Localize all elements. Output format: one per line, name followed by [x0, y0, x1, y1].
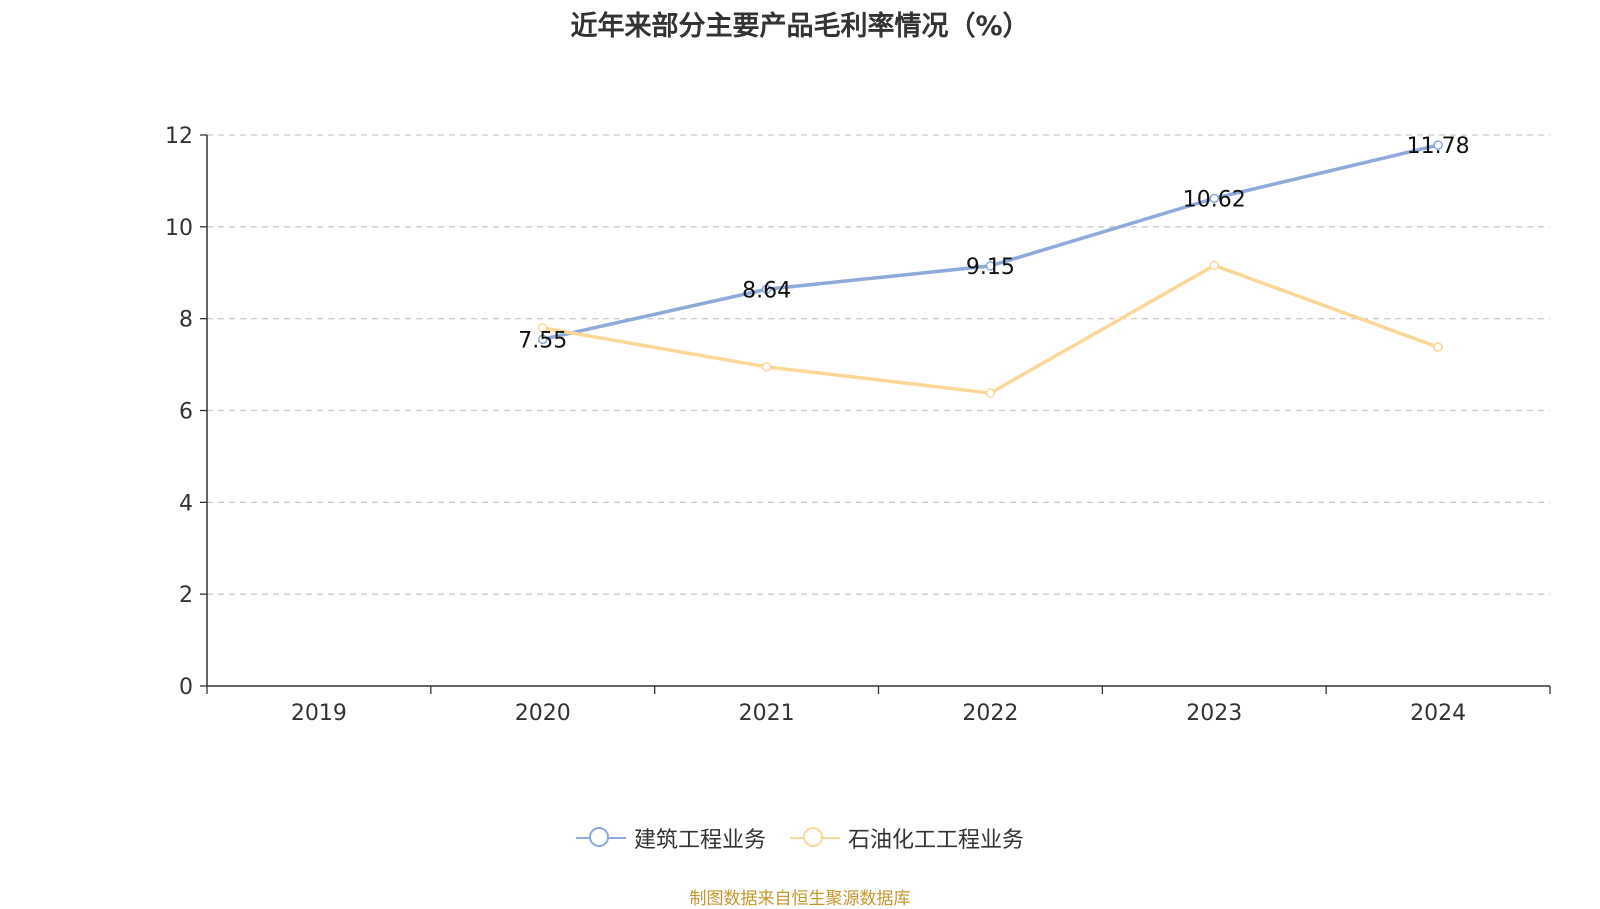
- axes: 0 2 4 6 8 10 12 2019 2020 2021 2022 2023 2024: [165, 124, 1551, 726]
- x-tick-label: 2019: [291, 701, 347, 726]
- data-point: [985, 261, 996, 271]
- data-point: [538, 334, 548, 345]
- grid-lines: [207, 134, 1550, 595]
- data-point: [761, 284, 772, 295]
- y-tick-label: 6: [179, 400, 193, 425]
- x-tick-label: 2020: [515, 701, 571, 726]
- data-labels: 7.55 8.64 9.15 10.62 11.78: [518, 134, 1469, 353]
- x-tick-label: 2022: [962, 701, 1018, 726]
- legend-label-construction: 建筑工程业务: [633, 828, 766, 853]
- y-tick-label: 8: [179, 308, 193, 333]
- legend: 建筑工程业务 石油化工工程业务: [0, 822, 1600, 854]
- y-tick-label: 4: [179, 491, 193, 516]
- data-point: [1433, 342, 1443, 352]
- series-line-1: [542, 263, 1439, 395]
- legend-item-construction[interactable]: 建筑工程业务: [575, 822, 766, 854]
- data-label: 9.15: [966, 255, 1015, 280]
- data-label: 11.78: [1407, 134, 1470, 159]
- x-tick-label: 2021: [739, 701, 795, 726]
- x-tick-label: 2024: [1410, 701, 1466, 726]
- chart-title: 近年来部分主要产品毛利率情况（%）: [570, 11, 1030, 42]
- series-lines: [538, 140, 1443, 398]
- data-point: [761, 362, 772, 372]
- data-point: [1209, 260, 1219, 271]
- data-label: 8.64: [742, 278, 791, 303]
- legend-swatch-construction-icon: [575, 827, 626, 849]
- y-tick-label: 10: [165, 216, 193, 241]
- data-point: [1433, 140, 1443, 150]
- y-tick-label: 2: [179, 583, 193, 608]
- legend-label-petrochemical: 石油化工工程业务: [848, 828, 1025, 853]
- y-tick-label: 0: [179, 675, 193, 700]
- data-point: [538, 323, 548, 333]
- data-point: [985, 388, 996, 398]
- data-point: [1209, 193, 1219, 204]
- legend-item-petrochemical[interactable]: 石油化工工程业务: [790, 822, 1024, 854]
- y-tick-label: 12: [165, 124, 193, 149]
- series-line-0: [542, 143, 1439, 342]
- data-label: 7.55: [518, 328, 567, 353]
- legend-swatch-petrochemical-icon: [790, 827, 840, 849]
- data-label: 10.62: [1183, 187, 1246, 212]
- x-tick-label: 2023: [1186, 701, 1242, 726]
- source-note: 制图数据来自恒生聚源数据库: [689, 889, 911, 909]
